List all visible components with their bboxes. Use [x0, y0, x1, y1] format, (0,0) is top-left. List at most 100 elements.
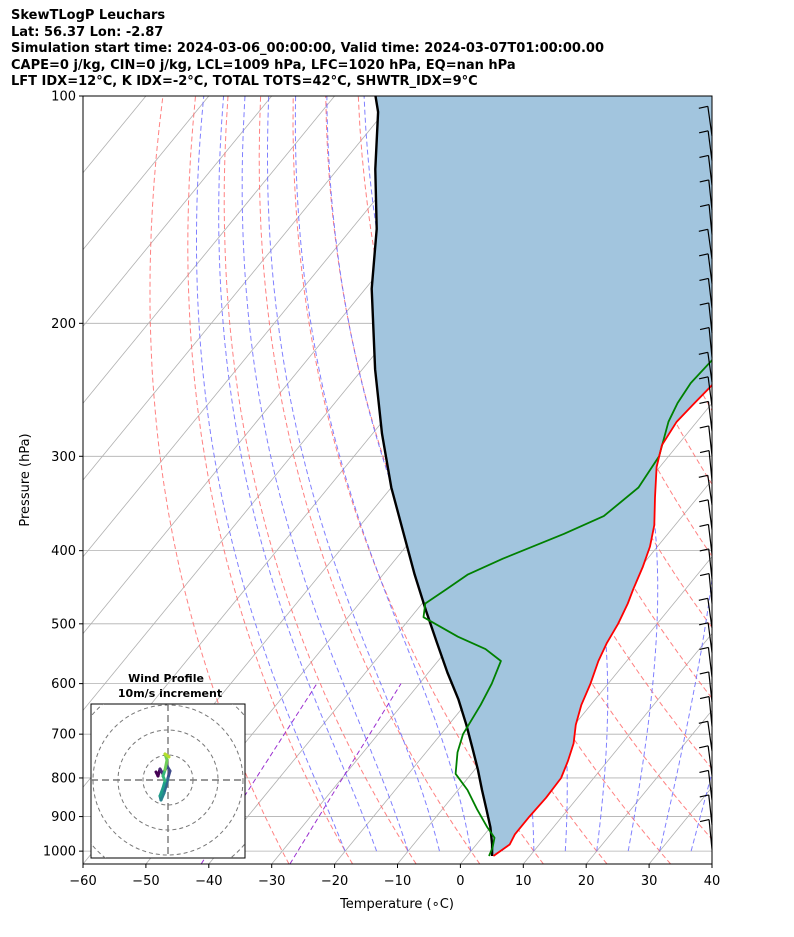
wind-barb: [708, 696, 713, 727]
isotherm-line: [83, 96, 335, 404]
x-tick-label: 40: [704, 874, 721, 889]
wind-barb-flag: [698, 597, 708, 601]
dry-adiabat: [782, 96, 794, 864]
x-tick-label: −50: [132, 874, 159, 889]
isotherm-line: [585, 709, 712, 864]
cape-cin-fill: [371, 96, 712, 856]
wind-barb-flag: [699, 548, 709, 552]
wind-barb: [707, 401, 713, 432]
wind-barb: [708, 204, 713, 235]
x-tick-label: 0: [456, 874, 464, 889]
dewpoint-line: [422, 358, 712, 857]
wind-barb-flag: [699, 400, 709, 404]
x-tick-label: 10: [515, 874, 532, 889]
wind-barb-flag: [698, 351, 708, 355]
hodograph-trace-segment: [163, 752, 171, 759]
moist-adiabat: [636, 96, 712, 852]
wind-barb: [707, 278, 713, 309]
wind-barb: [708, 425, 713, 456]
x-tick-label: −40: [195, 874, 222, 889]
hodograph-trace-segment: [163, 758, 169, 772]
moist-adiabat: [267, 96, 440, 852]
cape-shading: [371, 96, 712, 856]
mixing-ratio-line: [289, 683, 402, 864]
isotherm-line: [83, 96, 210, 251]
y-tick-label: 200: [51, 317, 76, 332]
temperature-line: [492, 383, 712, 857]
wind-barbs: [698, 105, 713, 850]
isotherm-line: [83, 96, 273, 328]
y-tick-label: 500: [51, 617, 76, 632]
moist-adiabat: [196, 96, 346, 852]
wind-barb-flag: [699, 523, 709, 527]
wind-barb-flag: [699, 818, 710, 823]
wind-barb-flag: [698, 474, 708, 478]
wind-barb-flag: [699, 671, 709, 675]
wind-barb: [707, 721, 713, 752]
wind-barb-flag: [699, 572, 710, 577]
title-times: Simulation start time: 2024-03-06_00:00:…: [11, 41, 604, 56]
wind-barb-flag: [699, 154, 709, 158]
x-tick-label: 30: [641, 874, 658, 889]
wind-barb: [707, 598, 713, 629]
wind-barb: [707, 745, 713, 776]
x-tick-label: −60: [69, 874, 96, 889]
wind-barb: [707, 475, 713, 506]
wind-barb-flag: [699, 376, 709, 380]
wind-barb-flag: [699, 425, 709, 429]
wind-barb-flag: [699, 745, 709, 749]
isotherm-line: [83, 96, 84, 97]
wind-profile-inset: Wind Profile 10m/s increment: [90, 672, 246, 859]
wind-barb: [707, 352, 713, 383]
title-cape-indices: CAPE=0 j/kg, CIN=0 j/kg, LCL=1009 hPa, L…: [11, 57, 516, 73]
wind-barb: [708, 794, 713, 825]
x-tick-label: 20: [578, 874, 595, 889]
wind-barb: [707, 253, 713, 284]
y-tick-label: 300: [51, 450, 76, 465]
wind-barb-flag: [699, 179, 709, 183]
title-location: Lat: 56.37 Lon: -2.87: [11, 24, 164, 40]
axis-ticks: −60 −50 −40 −30 −20 −10 0 10 20 30 40 100 200 300 400 5…: [43, 90, 720, 890]
wind-barb: [708, 819, 713, 850]
wind-barb-flag: [699, 499, 709, 503]
wind-barb: [708, 302, 713, 333]
wind-barb: [708, 327, 713, 358]
wind-barb-flag: [699, 277, 709, 281]
isotherm-line: [83, 96, 461, 558]
y-tick-label: 900: [51, 810, 76, 825]
wind-barb-flag: [698, 105, 708, 109]
wind-barb: [707, 647, 713, 678]
y-tick-label: 600: [51, 677, 76, 692]
wind-barb: [707, 376, 713, 407]
wind-barb-flag: [699, 253, 709, 257]
y-axis-label: Pressure (hPa): [18, 433, 33, 526]
chart-title-block: SkewTLogP Leuchars Lat: 56.37 Lon: -2.87…: [11, 8, 604, 91]
wind-barb: [707, 622, 713, 653]
parcel-line: [370, 96, 494, 856]
inset-subtitle: 10m/s increment: [118, 687, 222, 700]
y-tick-label: 800: [51, 771, 76, 786]
wind-barb-flag: [699, 646, 709, 650]
wind-barb: [707, 770, 713, 801]
wind-barb-flag: [699, 769, 709, 773]
inset-title: Wind Profile: [128, 672, 204, 685]
isotherm-line: [711, 863, 712, 864]
dry-adiabat: [749, 96, 794, 864]
wind-barb-flag: [698, 720, 708, 724]
wind-barb: [707, 155, 713, 186]
isotherm-line: [522, 632, 712, 864]
wind-barb-flag: [699, 203, 710, 208]
wind-barb-flag: [699, 449, 710, 454]
wind-barb: [707, 499, 713, 530]
wind-barb: [707, 130, 713, 161]
x-tick-label: −20: [321, 874, 348, 889]
y-tick-label: 1000: [43, 845, 76, 860]
wind-barb: [707, 524, 713, 555]
wind-barb-flag: [699, 326, 710, 331]
moist-adiabat: [241, 96, 409, 852]
x-tick-label: −10: [384, 874, 411, 889]
dry-adiabat: [258, 96, 481, 864]
wind-barb-flag: [698, 228, 708, 232]
dry-adiabat: [149, 96, 290, 864]
